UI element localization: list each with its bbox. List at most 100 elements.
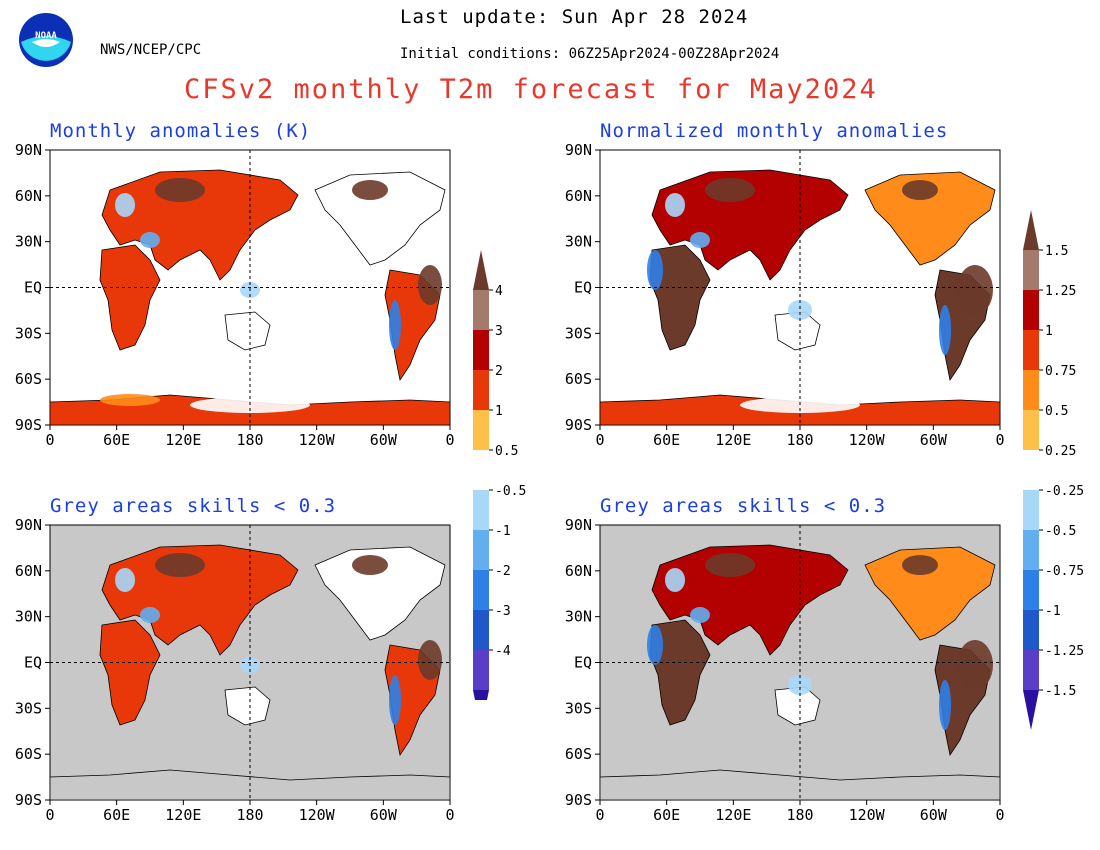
cb-norm-segment (1023, 410, 1039, 450)
anom-anomaly-patch (100, 394, 160, 406)
cb-anom-segment (473, 650, 489, 690)
norm-lon-label: 60W (920, 431, 948, 449)
anom-lon-label: 0 (445, 431, 454, 449)
cb-anom-tick-label: -2 (495, 564, 511, 579)
norm-skill-lat-label: 90N (565, 516, 592, 534)
cb-anom-bottom-arrow (473, 690, 489, 700)
cb-norm-tick-label: -0.75 (1045, 564, 1084, 579)
anom-skill-lon-label: 60W (370, 806, 398, 824)
anom-lat-label: 30S (15, 324, 42, 342)
cb-anom-tick-label: -3 (495, 604, 511, 619)
cb-norm-tick-label: 0.25 (1045, 444, 1076, 459)
panel-title-anom: Monthly anomalies (K) (50, 120, 312, 142)
cb-anom-segment (473, 610, 489, 650)
cb-norm-tick-label: -1.5 (1045, 684, 1076, 699)
norm-skill-lon-label: 0 (995, 806, 1004, 824)
anom-anomaly-patch (155, 178, 205, 202)
anom-skill-namerica-region (314, 546, 446, 641)
norm-skill-lon-label: 180 (786, 806, 813, 824)
panel-title-norm: Normalized monthly anomalies (600, 120, 949, 142)
norm-lon-label: 0 (595, 431, 604, 449)
norm-skill-africa-region (649, 619, 711, 726)
anom-africa-region (99, 244, 161, 351)
cb-norm-tick-label: -1 (1045, 604, 1061, 619)
norm-lat-label: 30S (565, 324, 592, 342)
norm-skill-namerica-region (864, 546, 996, 641)
anom-anomaly-patch (352, 180, 388, 200)
panel-title-anom-skill: Grey areas skills < 0.3 (50, 495, 337, 517)
norm-lat-label: 60S (565, 370, 592, 388)
cb-anom-tick-label: 1 (495, 404, 503, 419)
cb-norm-top-arrow (1023, 210, 1039, 250)
cb-anom-segment (473, 570, 489, 610)
cb-norm-segment (1023, 530, 1039, 570)
anom-skill-anomaly-patch (115, 568, 135, 592)
cb-anom-tick-label: 0.5 (495, 444, 518, 459)
colorbar-anomalies: 4 3 2 1 0.5 -0.5 -1 -2 -3 -4 (473, 250, 526, 700)
anom-skill-australia-region (224, 686, 271, 726)
anom-skill-anomaly-patch (352, 555, 388, 575)
anom-skill-lon-label: 120E (165, 806, 201, 824)
cb-norm-segment (1023, 330, 1039, 370)
norm-lon-label: 120W (849, 431, 886, 449)
anom-lon-label: 120E (165, 431, 201, 449)
cb-norm-segment (1023, 290, 1039, 330)
norm-lon-label: 120E (715, 431, 751, 449)
norm-skill-anomaly-patch (690, 607, 710, 623)
cb-anom-tick-label: 4 (495, 284, 503, 299)
cb-norm-tick-label: 1.5 (1045, 244, 1068, 259)
cb-anom-top-arrow (473, 250, 489, 290)
cb-anom-segment (473, 410, 489, 450)
norm-lat-label: 90N (565, 141, 592, 159)
anom-skill-anomaly-patch (155, 553, 205, 577)
cb-anom-segment (473, 330, 489, 370)
norm-eurasia-region (651, 169, 849, 281)
norm-skill-anomaly-patch (957, 640, 993, 690)
anom-skill-africa-region (99, 619, 161, 726)
anom-lat-label: 30N (15, 233, 42, 251)
cb-norm-tick-label: 1 (1045, 324, 1053, 339)
norm-skill-lon-label: 60W (920, 806, 948, 824)
anom-anomaly-patch (418, 265, 442, 305)
initial-conditions: Initial conditions: 06Z25Apr2024-00Z28Ap… (400, 46, 780, 62)
cb-anom-tick-label: -4 (495, 644, 511, 659)
norm-skill-lon-label: 60E (653, 806, 680, 824)
cb-anom-tick-label: -1 (495, 524, 511, 539)
norm-lat-label: 60N (565, 187, 592, 205)
anom-skill-anomaly-patch (140, 607, 160, 623)
anom-skill-anomaly-patch (418, 640, 442, 680)
norm-namerica-region (864, 171, 996, 266)
cb-norm-tick-label: -1.25 (1045, 644, 1084, 659)
anom-skill-lon-label: 120W (299, 806, 336, 824)
norm-lat-label: 90S (565, 416, 592, 434)
norm-skill-anomaly-patch (705, 553, 755, 577)
anom-anomaly-patch (115, 193, 135, 217)
cb-norm-segment (1023, 570, 1039, 610)
cb-norm-segment (1023, 250, 1039, 290)
anom-namerica-region (314, 171, 446, 266)
norm-skill-anomaly-patch (647, 625, 663, 665)
anom-lat-label: 90N (15, 141, 42, 159)
cb-anom-segment (473, 370, 489, 410)
anom-lon-label: 180 (236, 431, 263, 449)
cb-norm-tick-label: 1.25 (1045, 284, 1076, 299)
anom-skill-lon-label: 60E (103, 806, 130, 824)
cb-anom-segment (473, 450, 489, 490)
cb-norm-tick-label: -0.5 (1045, 524, 1076, 539)
cb-anom-segment (473, 290, 489, 330)
norm-skill-anomaly-patch (665, 568, 685, 592)
logo-text: NOAA (35, 31, 57, 41)
cb-anom-tick-label: 3 (495, 324, 503, 339)
norm-anomaly-patch (665, 193, 685, 217)
norm-skill-lon-label: 120W (849, 806, 886, 824)
anom-skill-lat-label: EQ (24, 654, 42, 672)
norm-skill-lat-label: EQ (574, 654, 592, 672)
anom-anomaly-patch (389, 300, 401, 350)
cb-norm-tick-label: -0.25 (1045, 484, 1084, 499)
norm-skill-lat-label: 60N (565, 562, 592, 580)
anom-anomaly-patch (140, 232, 160, 248)
anom-skill-lon-label: 180 (236, 806, 263, 824)
anom-lon-label: 0 (45, 431, 54, 449)
